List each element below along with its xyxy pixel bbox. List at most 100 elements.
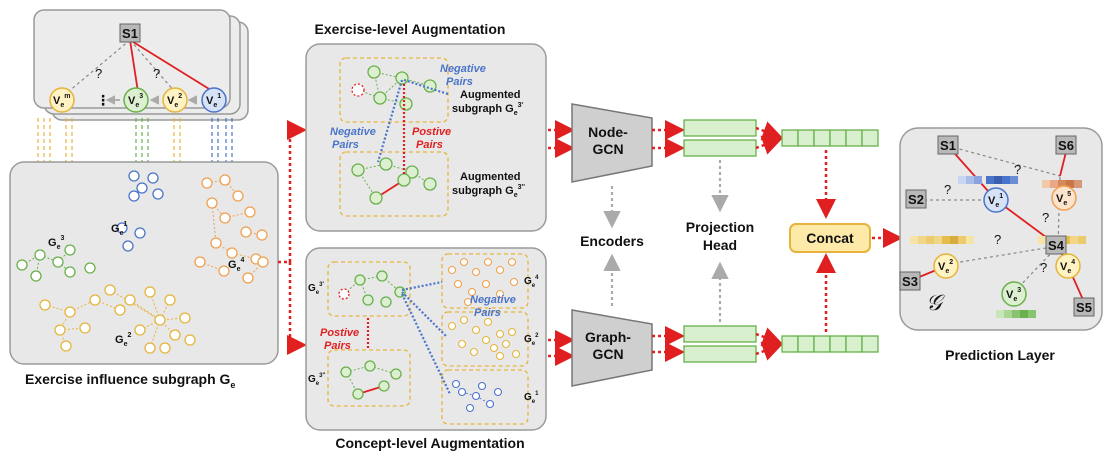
student-node-s3: S3: [899, 271, 921, 291]
exercise-node-ve1: Ve1: [201, 87, 227, 113]
svg-text:Vem: Vem: [53, 93, 70, 109]
exercise-node-ve2: Ve2: [162, 87, 188, 113]
concept-g4-box: [441, 253, 529, 309]
exercise-pair-links: [376, 78, 449, 176]
concept-label-g3-double-prime: Ge3'': [308, 373, 326, 387]
graph-gcn-encoder: [571, 309, 653, 387]
augmented-subgraph-bottom-graph: [351, 157, 437, 205]
embedding-vector-top: [781, 129, 879, 147]
student-node-s5: S5: [1073, 297, 1095, 317]
graph-symbol: 𝒢: [926, 290, 945, 315]
question-mark: ?: [95, 66, 102, 81]
svg-text:S3: S3: [902, 274, 918, 289]
prediction-exercise-ve4: Ve4: [1055, 253, 1081, 279]
embedding-vector-bottom: [781, 335, 879, 353]
concept-pair-links: [366, 280, 451, 395]
svg-text:Ve2: Ve2: [938, 259, 953, 275]
subgraph-orange-cluster: [194, 174, 269, 284]
card-to-subgraph-connectors: [37, 118, 233, 162]
prediction-exercise-ve3: Ve3: [1001, 281, 1027, 307]
svg-text:Ve3: Ve3: [128, 93, 143, 109]
concept-g1-graph: [451, 379, 503, 413]
subgraph-label-g2: Ge2: [115, 332, 131, 348]
student-node-s2: S2: [905, 189, 927, 209]
embedding-to-concat-arrows: [816, 150, 903, 332]
augmented-subgraph-top-box: [339, 57, 449, 123]
concept-label-g4: Ge4: [524, 275, 539, 289]
concat-label: Concat: [806, 230, 854, 246]
svg-text:Ve3: Ve3: [1006, 287, 1021, 303]
concept-label-g1: Ge1: [524, 391, 539, 405]
negative-pairs-label-top: Negative Pairs: [440, 63, 486, 88]
concept-label-g2: Ge2: [524, 333, 539, 347]
svg-text:S1: S1: [940, 138, 956, 153]
exercise-influence-caption: Exercise influence subgraph Ge: [25, 371, 235, 390]
prediction-exercise-ve1: Ve1: [983, 187, 1009, 213]
student-s1-node: [119, 23, 141, 43]
subgraph-label-g4: Ge4: [228, 257, 244, 273]
question-mark: ?: [153, 66, 160, 81]
subgraph-yellow-cluster: [39, 284, 196, 354]
svg-text:?: ?: [1042, 210, 1049, 225]
left-to-augmentation-arrows: [278, 120, 307, 355]
projection-to-embedding-arrows: [755, 121, 783, 361]
concept-g3-double-prime-graph: [340, 360, 402, 400]
prediction-exercise-ve5: Ve5: [1051, 185, 1077, 211]
prediction-layer-caption: Prediction Layer: [945, 347, 1055, 363]
prediction-question-marks: ? ? ? ? ?: [944, 162, 1049, 275]
ellipsis: ⋮: [96, 92, 110, 108]
svg-text:S4: S4: [1048, 238, 1065, 253]
concept-augmentation-panel: [305, 247, 547, 431]
top-card-edges: [67, 39, 215, 105]
concept-g2-graph: [447, 315, 521, 361]
svg-text:S5: S5: [1076, 300, 1092, 315]
concept-label-g3-prime: Ge3': [308, 282, 324, 296]
concat-box: [789, 223, 871, 253]
student-node-s4: S4: [1045, 235, 1067, 255]
svg-text:Ve1: Ve1: [988, 193, 1003, 209]
subgraph-label-g3: Ge3: [48, 235, 64, 251]
exercise-node-ve3: Ve3: [123, 87, 149, 113]
svg-text:?: ?: [944, 182, 951, 197]
svg-text:Ve5: Ve5: [1056, 191, 1071, 207]
svg-text:?: ?: [1040, 260, 1047, 275]
exercise-augmentation-title: Exercise-level Augmentation: [315, 21, 506, 37]
negative-pairs-label-concept: Negative Pairs: [470, 294, 516, 319]
student-node-s1: S1: [937, 135, 959, 155]
subgraph-label-g1: Ge1: [111, 221, 127, 237]
svg-text:Ve1: Ve1: [206, 93, 221, 109]
svg-text:Ve4: Ve4: [1060, 259, 1075, 275]
student-s1-label: S1: [122, 26, 138, 41]
svg-text:Ve2: Ve2: [167, 93, 182, 109]
positive-pairs-label-concept: Postive Pairs: [320, 327, 359, 352]
svg-text:S2: S2: [908, 192, 924, 207]
exercise-node-vem: Vem: [49, 87, 75, 113]
concept-g2-box: [441, 311, 529, 367]
positive-pairs-label-exercise: Postive Pairs: [412, 126, 451, 151]
augmented-subgraph-top-label: Augmented subgraph Ge3': [452, 89, 524, 117]
exercise-augmentation-panel: [305, 43, 547, 232]
aug-to-encoder-arrows: [548, 120, 575, 366]
svg-text:?: ?: [994, 232, 1001, 247]
graph-gcn-label: Graph-GCN: [585, 329, 631, 362]
encoders-label: Encoders: [580, 233, 644, 249]
projection-head-bottom: [683, 325, 757, 363]
subgraph-green-cluster: [16, 244, 96, 282]
exercise-card-stack: [33, 9, 249, 121]
prediction-layer-panel: [899, 127, 1103, 331]
concept-augmentation-title: Concept-level Augmentation: [335, 435, 524, 451]
concept-g1-box: [441, 369, 529, 425]
prediction-exercise-ve2: Ve2: [933, 253, 959, 279]
encoder-to-projection-arrows: [652, 120, 685, 362]
svg-text:S6: S6: [1058, 138, 1074, 153]
subgraph-blue-cluster: [116, 170, 164, 252]
student-node-s6: S6: [1055, 135, 1077, 155]
node-gcn-label: Node-GCN: [588, 124, 628, 157]
node-gcn-encoder: [571, 103, 653, 183]
augmented-subgraph-bottom-label: Augmented subgraph Ge3'': [452, 171, 525, 199]
concept-g4-graph: [447, 257, 519, 307]
svg-text:?: ?: [1014, 162, 1021, 177]
projection-head-top: [683, 119, 757, 157]
concept-g3-double-prime-box: [327, 349, 411, 407]
